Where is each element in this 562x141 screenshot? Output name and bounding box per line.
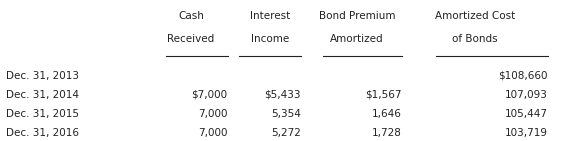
Text: $5,433: $5,433 [264,90,301,100]
Text: Amortized Cost: Amortized Cost [435,11,515,21]
Text: Interest: Interest [250,11,290,21]
Text: of Bonds: of Bonds [452,34,498,44]
Text: 1,646: 1,646 [372,109,402,119]
Text: 103,719: 103,719 [505,128,548,138]
Text: Amortized: Amortized [330,34,384,44]
Text: 5,272: 5,272 [271,128,301,138]
Text: $1,567: $1,567 [365,90,402,100]
Text: Bond Premium: Bond Premium [319,11,395,21]
Text: $108,660: $108,660 [498,70,548,81]
Text: Dec. 31, 2014: Dec. 31, 2014 [6,90,79,100]
Text: 7,000: 7,000 [198,128,228,138]
Text: 107,093: 107,093 [505,90,548,100]
Text: Income: Income [251,34,289,44]
Text: 105,447: 105,447 [505,109,548,119]
Text: Received: Received [167,34,215,44]
Text: 1,728: 1,728 [372,128,402,138]
Text: Dec. 31, 2013: Dec. 31, 2013 [6,70,79,81]
Text: Dec. 31, 2015: Dec. 31, 2015 [6,109,79,119]
Text: $7,000: $7,000 [192,90,228,100]
Text: Cash: Cash [178,11,204,21]
Text: 5,354: 5,354 [271,109,301,119]
Text: 7,000: 7,000 [198,109,228,119]
Text: Dec. 31, 2016: Dec. 31, 2016 [6,128,79,138]
